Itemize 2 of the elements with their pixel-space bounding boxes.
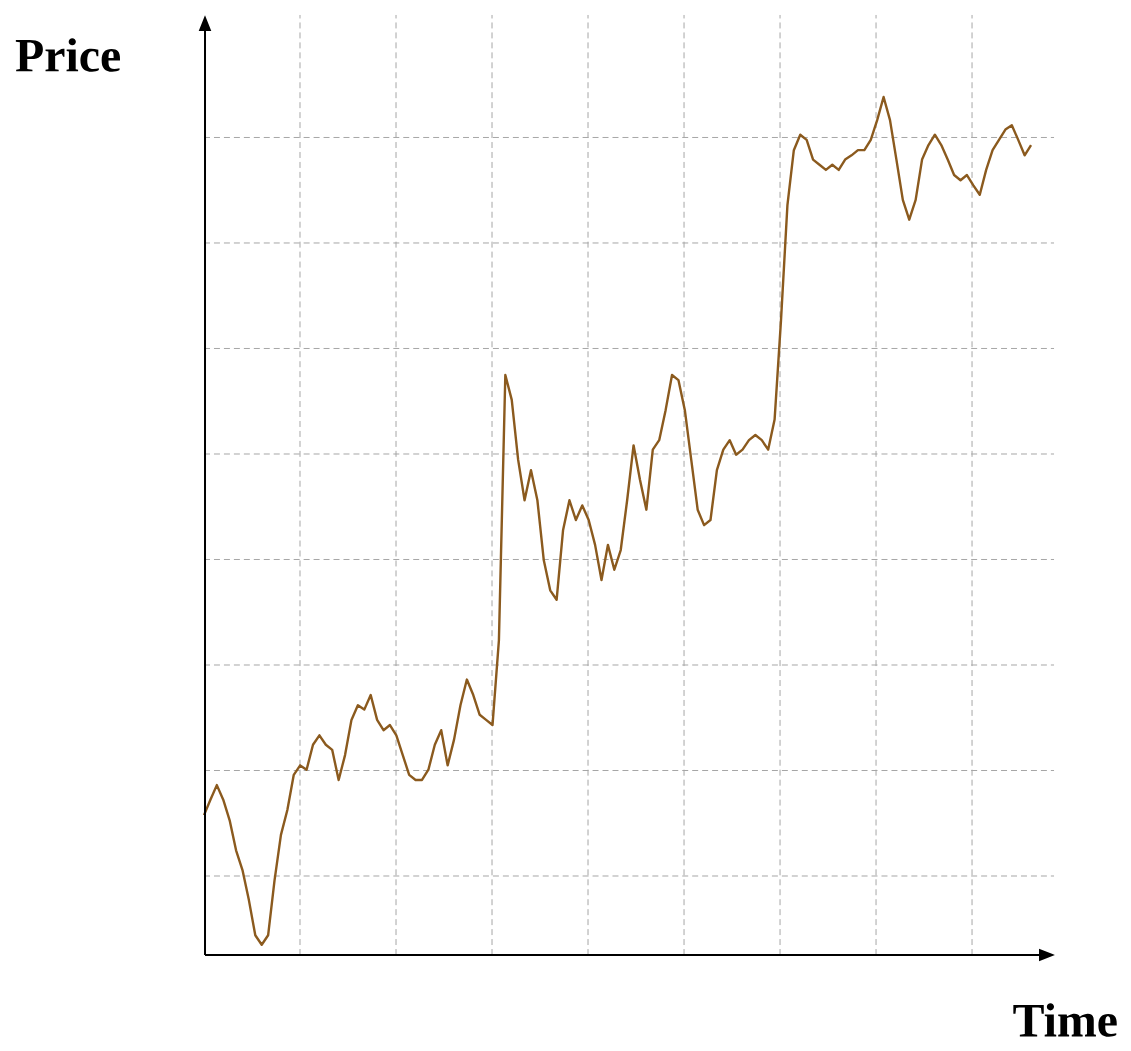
y-axis-title: Price [15,38,120,72]
x-axis-title: Time [1013,1003,1117,1037]
